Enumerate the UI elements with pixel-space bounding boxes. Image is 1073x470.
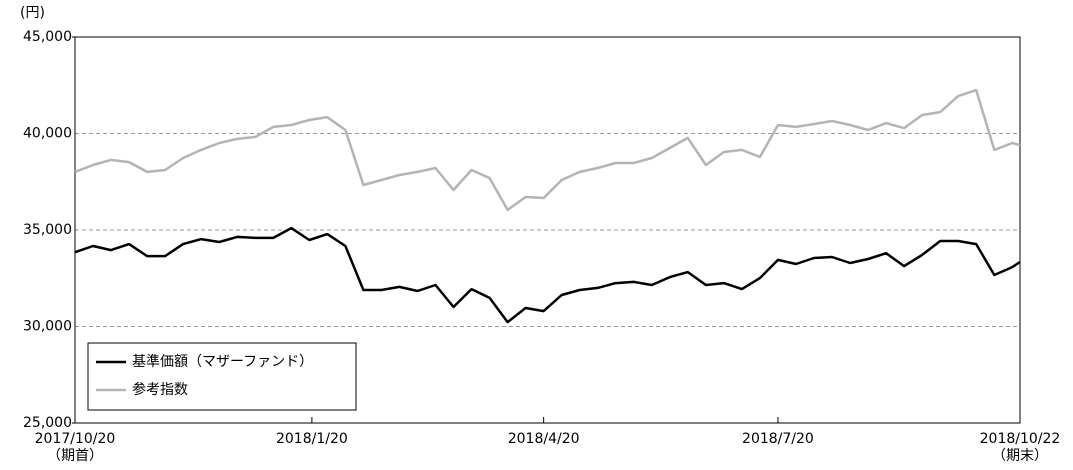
legend-box — [87, 342, 357, 411]
y-tick-label: 35,000 — [23, 222, 72, 238]
series-line — [74, 88, 1021, 212]
plot-frame — [74, 36, 1021, 424]
x-tick-label: 2018/1/20 — [276, 431, 348, 447]
unit-label: (円) — [20, 5, 45, 21]
x-tick-note: （期首） — [47, 448, 103, 464]
y-tick-label: 40,000 — [23, 126, 72, 142]
legend-label: 基準価額（マザーファンド） — [132, 353, 313, 370]
series-line — [74, 226, 1021, 324]
y-tick-label: 45,000 — [23, 29, 72, 45]
x-tick-label: 2017/10/20 — [35, 431, 116, 447]
y-tick-label: 25,000 — [23, 415, 72, 431]
x-tick-label: 2018/4/20 — [508, 431, 580, 447]
legend-label: 参考指数 — [132, 381, 188, 398]
y-tick-label: 30,000 — [23, 319, 72, 335]
x-tick-label: 2018/10/22 — [980, 431, 1061, 447]
x-tick-note: （期末） — [992, 448, 1048, 464]
x-tick-label: 2018/7/20 — [742, 431, 814, 447]
